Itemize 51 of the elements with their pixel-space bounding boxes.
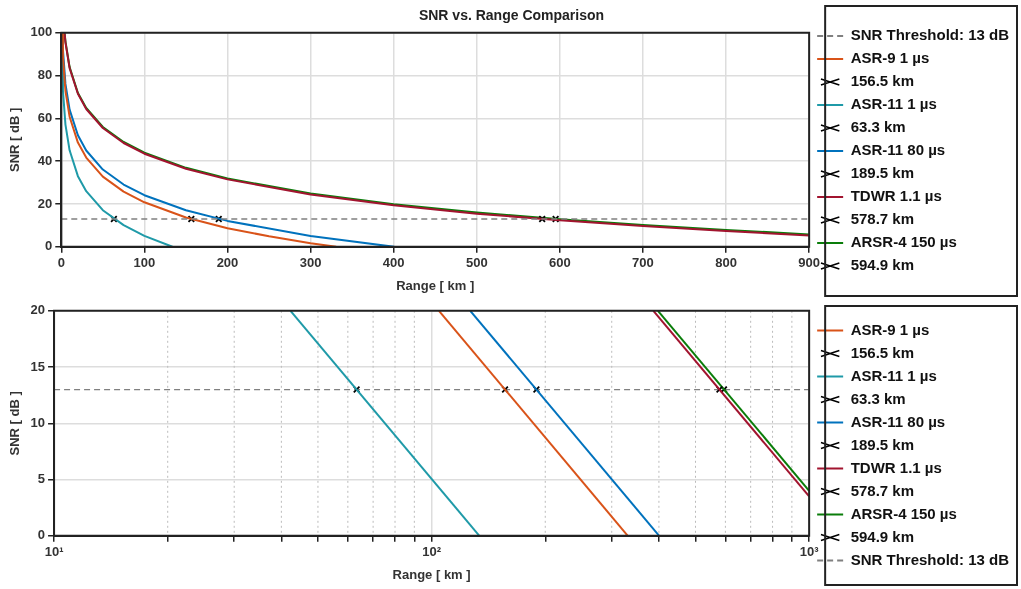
y-tick-label: 100	[30, 24, 53, 40]
y-tick-label: 80	[37, 67, 53, 83]
y-tick-label: 0	[45, 238, 53, 254]
y-axis-title: SNR [ dB ]	[7, 107, 23, 172]
legend-label: ASR-9 1 µs	[850, 320, 930, 338]
x-axis-title: Range [ km ]	[392, 566, 471, 582]
x-tick-label: 900	[798, 255, 820, 271]
y-tick-label: 60	[37, 109, 53, 125]
chart-title: SNR vs. Range Comparison	[418, 7, 605, 24]
legend-label: ASR-11 1 µs	[850, 366, 937, 384]
legend-label: SNR Threshold: 13 dB	[850, 550, 1010, 568]
legend-label: 156.5 km	[850, 343, 915, 361]
y-tick-label: 10	[30, 414, 46, 430]
legend-label: 578.7 km	[850, 481, 915, 499]
legend-label: ASR-11 80 µs	[850, 141, 946, 159]
legend-label: ASR-11 80 µs	[850, 412, 946, 430]
legend-label: 189.5 km	[850, 435, 915, 453]
x-tick-label: 0	[57, 255, 65, 271]
legend-label: 63.3 km	[850, 118, 906, 136]
legend-label: 594.9 km	[850, 256, 915, 274]
x-tick-label: 600	[549, 255, 571, 271]
legend-label: ARSR-4 150 µs	[850, 233, 957, 251]
x-tick-label: 10²	[422, 544, 442, 560]
legend-label: 189.5 km	[850, 164, 915, 182]
legend-label: 63.3 km	[850, 389, 906, 407]
x-tick-label: 700	[632, 255, 654, 271]
legend-label: 578.7 km	[850, 210, 915, 228]
x-tick-label: 200	[216, 255, 239, 271]
y-tick-label: 40	[37, 152, 53, 168]
y-tick-label: 20	[37, 195, 53, 211]
legend-label: SNR Threshold: 13 dB	[850, 26, 1010, 44]
y-tick-label: 0	[37, 527, 46, 543]
legend-label: TDWR 1.1 µs	[850, 458, 942, 476]
legend-label: TDWR 1.1 µs	[850, 187, 942, 205]
x-tick-label: 800	[715, 255, 737, 271]
y-tick-label: 15	[30, 358, 46, 374]
y-tick-label: 20	[30, 302, 46, 318]
y-tick-label: 5	[37, 471, 46, 487]
x-tick-label: 400	[382, 255, 405, 271]
x-tick-label: 500	[465, 255, 488, 271]
x-axis-title: Range [ km ]	[396, 277, 475, 293]
legend-label: ASR-11 1 µs	[850, 95, 937, 113]
x-tick-label: 100	[133, 255, 156, 271]
x-tick-label: 10¹	[44, 544, 64, 560]
x-tick-label: 10³	[799, 544, 820, 560]
legend-label: 594.9 km	[850, 527, 915, 545]
x-tick-label: 300	[299, 255, 322, 271]
y-axis-title: SNR [ dB ]	[7, 391, 23, 456]
legend-label: ASR-9 1 µs	[850, 49, 930, 67]
legend-label: 156.5 km	[850, 72, 915, 90]
legend-label: ARSR-4 150 µs	[850, 504, 957, 522]
